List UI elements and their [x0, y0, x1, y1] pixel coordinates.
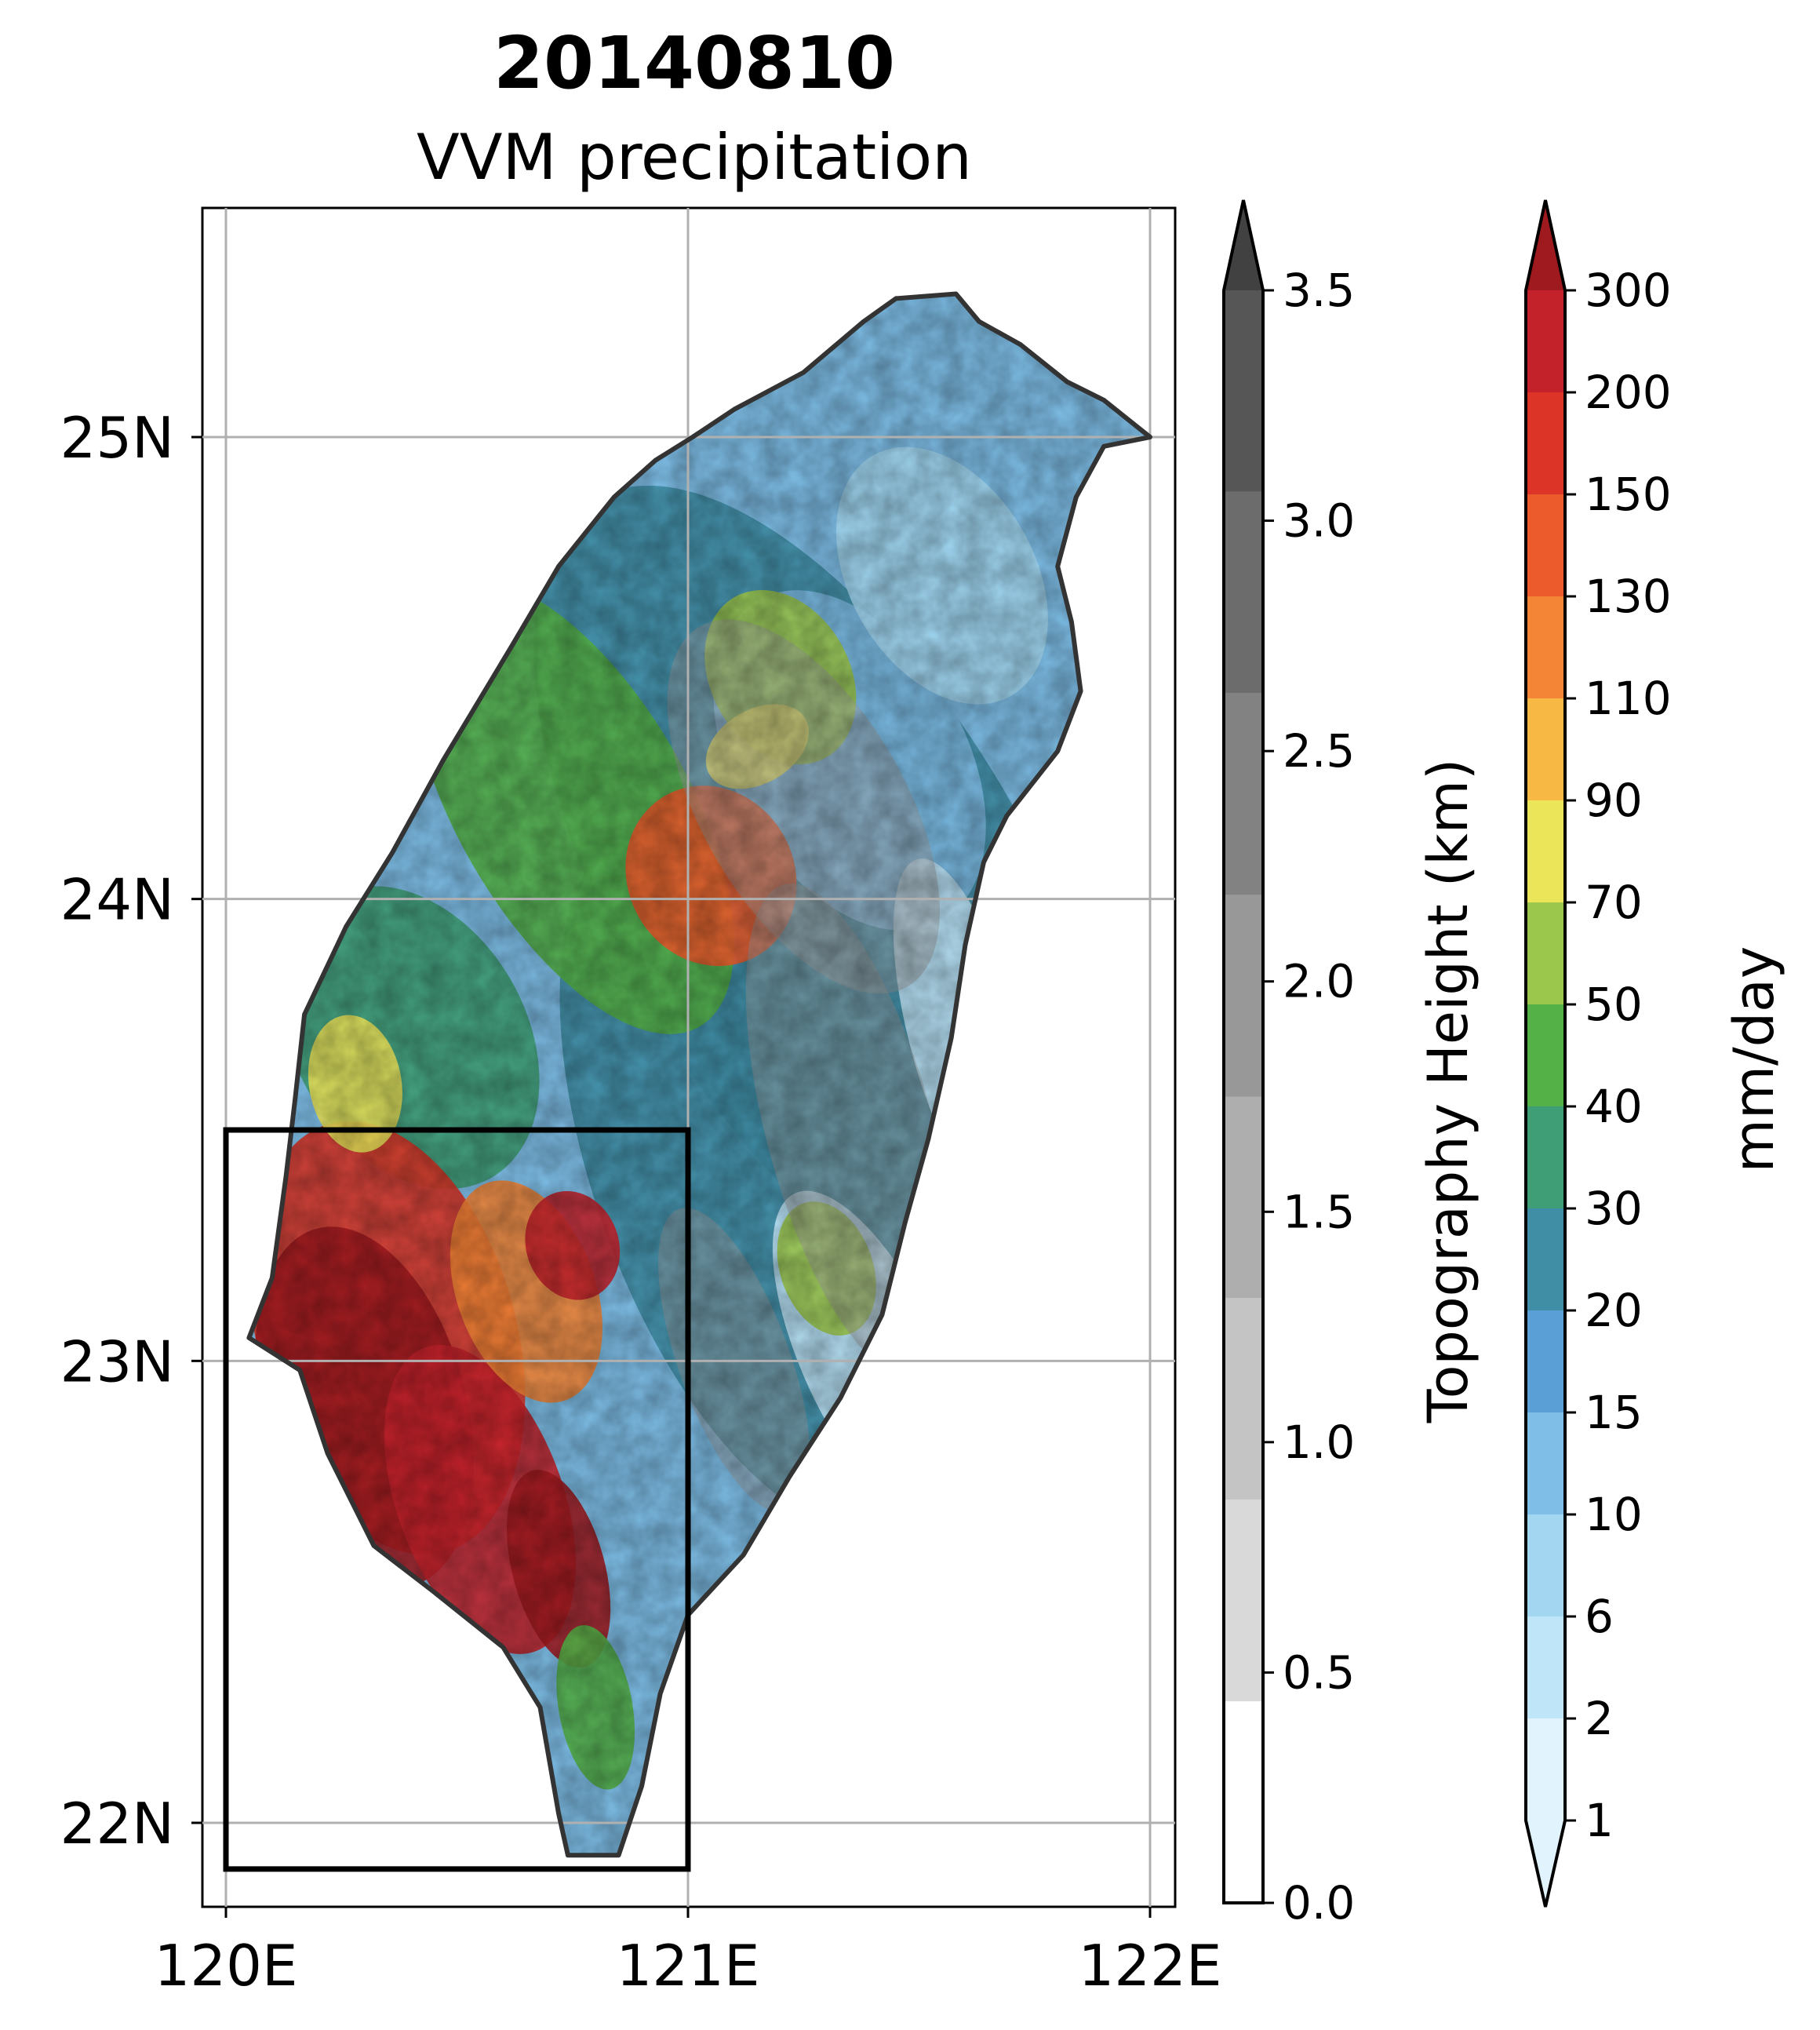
- x-tick-label: 120E: [155, 1933, 298, 1999]
- precipitation-colorbar: 300 200 150 130 110 90 70 50 40 30 20 15 10 6 2 1: [1524, 199, 1672, 1908]
- precip-extend-max-arrow: [1526, 200, 1565, 290]
- precip-color-segment: [1526, 902, 1565, 1004]
- precip-color-segment: [1526, 290, 1565, 392]
- x-tick-label: 121E: [617, 1933, 760, 1999]
- topography-colorbar-frame: [1222, 199, 1265, 1904]
- topography-color-segment: [1224, 693, 1263, 895]
- topography-tick-label: 2.0: [1283, 955, 1355, 1008]
- topography-colorbar: 3.5 3.0 2.5 2.0 1.5 1.0 0.5 0.0: [1222, 199, 1355, 1930]
- precip-tick-label: 6: [1585, 1590, 1614, 1643]
- precip-tick-label: 1: [1585, 1794, 1614, 1847]
- precip-color-segment: [1526, 1004, 1565, 1106]
- precip-tick-label: 150: [1585, 468, 1672, 521]
- chart-title: 20140810: [493, 21, 895, 105]
- precip-tick-label: 50: [1585, 978, 1643, 1031]
- precip-tick-label: 200: [1585, 366, 1672, 419]
- precip-color-segment: [1526, 392, 1565, 494]
- precip-tick-label: 300: [1585, 264, 1672, 317]
- precip-tick-label: 130: [1585, 570, 1672, 623]
- topography-tick-label: 1.5: [1283, 1185, 1355, 1238]
- precip-color-segment: [1526, 800, 1565, 902]
- topography-color-segment: [1224, 290, 1263, 492]
- topography-colorbar-label: Topography Height (km): [1416, 759, 1480, 1424]
- topography-color-segment: [1224, 895, 1263, 1097]
- y-tick-label: 23N: [60, 1328, 174, 1394]
- precip-tick-label: 90: [1585, 774, 1643, 827]
- precip-color-segment: [1526, 1208, 1565, 1310]
- precip-color-segment: [1526, 1412, 1565, 1514]
- chart-subtitle: VVM precipitation: [417, 121, 972, 194]
- precip-color-segment: [1526, 1718, 1565, 1820]
- topography-tick-label: 0.5: [1283, 1646, 1355, 1699]
- precip-tick-label: 10: [1585, 1488, 1643, 1541]
- topography-extend-arrow: [1224, 200, 1263, 290]
- precip-color-segment: [1526, 1106, 1565, 1208]
- y-axis: 25N 24N 23N 22N: [60, 405, 202, 1857]
- topography-color-segment: [1224, 1298, 1263, 1500]
- x-axis: 120E 121E 122E: [155, 1907, 1222, 1999]
- topography-tick-label: 3.0: [1283, 494, 1355, 548]
- precip-tick-label: 110: [1585, 672, 1672, 725]
- topography-color-segment: [1224, 491, 1263, 694]
- topography-color-segment: [1224, 1096, 1263, 1299]
- y-tick-label: 25N: [60, 405, 174, 471]
- precip-color-segment: [1526, 1310, 1565, 1412]
- coastline: [246, 291, 1152, 1858]
- precip-color-segment: [1526, 596, 1565, 698]
- highlight-box: [223, 1127, 691, 1872]
- precip-color-segment: [1526, 1514, 1565, 1616]
- precip-color-segment: [1526, 698, 1565, 800]
- precip-tick-label: 40: [1585, 1080, 1643, 1133]
- precip-tick-label: 20: [1585, 1284, 1643, 1337]
- topography-color-segment: [1224, 1500, 1263, 1702]
- topography-tick-label: 3.5: [1283, 264, 1355, 317]
- map-panel: 120E 121E 122E 25N 24N 23N 22N: [60, 206, 1222, 1999]
- topography-tick-label: 2.5: [1283, 724, 1355, 778]
- precip-tick-label: 30: [1585, 1182, 1643, 1235]
- y-tick-label: 22N: [60, 1791, 174, 1857]
- x-tick-label: 122E: [1079, 1933, 1222, 1999]
- topography-tick-label: 0.0: [1283, 1876, 1355, 1930]
- field-texture: [249, 293, 1150, 1856]
- y-tick-label: 24N: [60, 867, 174, 933]
- topography-tick-label: 1.0: [1283, 1416, 1355, 1469]
- precip-tick-label: 15: [1585, 1386, 1643, 1439]
- precipitation-colorbar-label: mm/day: [1722, 946, 1786, 1173]
- topography-color-segment: [1224, 1701, 1263, 1903]
- precip-color-segment: [1526, 1616, 1565, 1718]
- precip-extend-min-arrow: [1526, 1820, 1565, 1907]
- precip-tick-label: 2: [1585, 1692, 1614, 1745]
- precip-color-segment: [1526, 494, 1565, 596]
- precip-tick-label: 70: [1585, 876, 1643, 929]
